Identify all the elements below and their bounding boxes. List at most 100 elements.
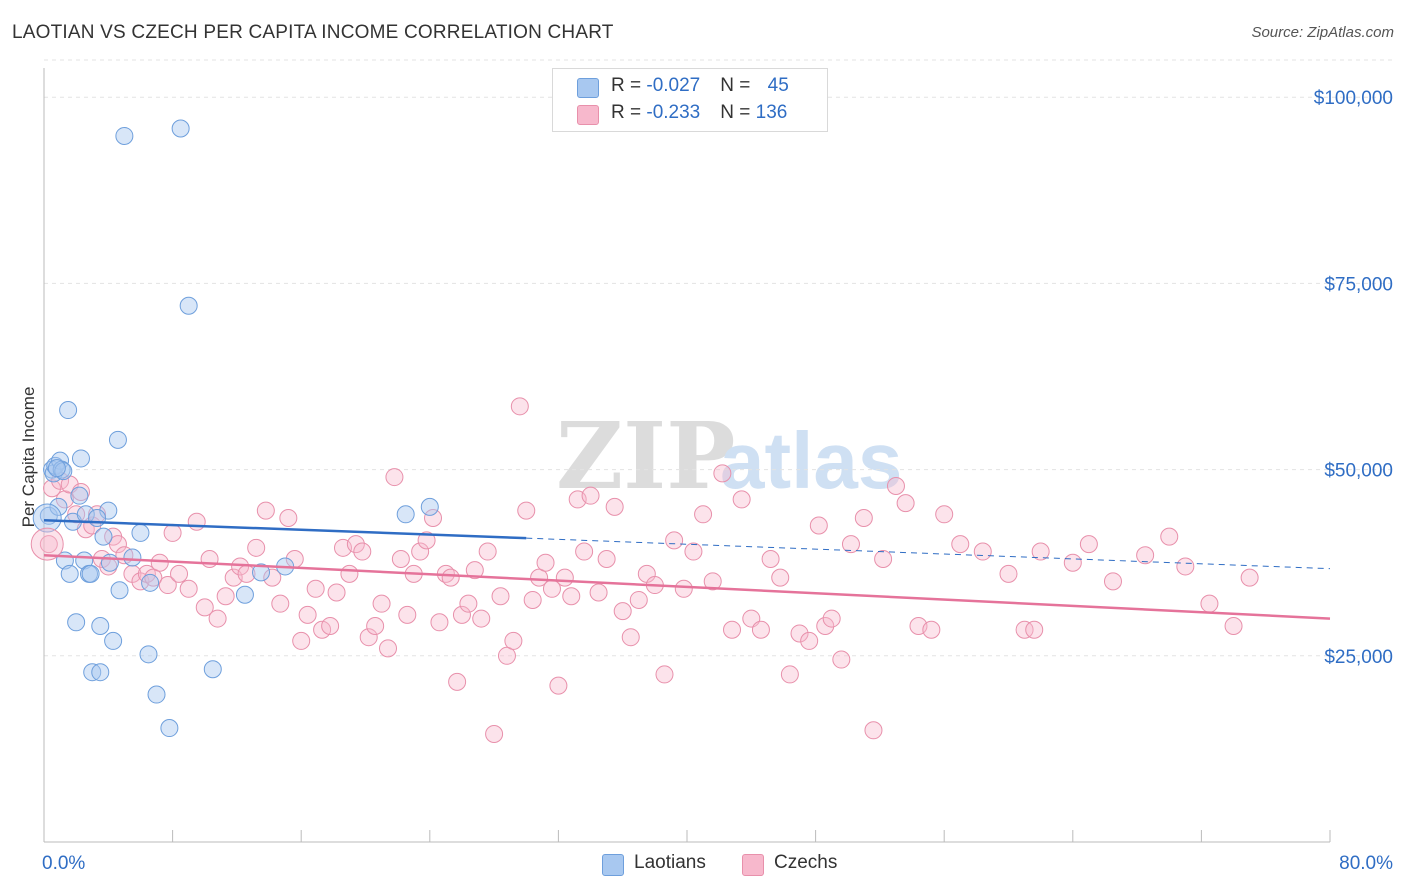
czech-point-65 [465,561,484,580]
czech-point-28 [216,587,235,606]
czech-point-106 [790,624,809,643]
czech-point-66 [472,609,491,628]
czech-point-32 [247,538,266,557]
czech-point-134 [1224,617,1243,636]
czech-point-52 [385,468,404,487]
czech-point-127 [1063,553,1082,572]
laotian-point-19 [91,663,110,682]
czech-point-71 [504,631,523,650]
laotian-point-21 [99,501,118,520]
czech-point-119 [922,620,941,639]
czech-point-114 [864,721,883,740]
czech-point-79 [555,568,574,587]
czech-point-111 [832,650,851,669]
czech-point-110 [822,609,841,628]
czech-point-85 [597,549,616,568]
czech-point-20 [158,576,177,595]
laotian-point-35 [252,563,271,582]
bottom-legend-label-czechs: Czechs [774,852,838,873]
czech-point-18 [144,568,163,587]
czech-point-98 [713,464,732,483]
czech-point-34 [263,568,282,587]
laotian-point-25 [115,126,134,145]
czech-point-53 [391,549,410,568]
czech-point-92 [655,665,674,684]
czech-point-58 [424,509,443,528]
czech-point-96 [694,505,713,524]
czech-point-131 [1160,527,1179,546]
laotian-point-42 [47,459,66,478]
czech-point-102 [751,620,770,639]
czech-point-43 [327,583,346,602]
czech-point-21 [163,523,182,542]
czech-point-47 [353,542,372,561]
correlation-legend: R = -0.027 N = 45 R = -0.233 N = 136 [552,68,828,132]
czech-point-115 [874,549,893,568]
czech-point-45 [340,564,359,583]
czech-point-76 [536,553,555,572]
czech-point-49 [366,617,385,636]
x-tick-label-start: 0.0% [42,853,85,874]
czech-point-46 [346,535,365,554]
czech-point-94 [674,579,693,598]
czech-point-89 [629,590,648,609]
czech-point-108 [809,516,828,535]
czech-point-39 [298,605,317,624]
czech-trend-line [43,554,1331,620]
bottom-legend-swatch-czechs [742,854,764,876]
czech-point-129 [1103,572,1122,591]
czech-point-103 [761,549,780,568]
laotian-point-44 [100,553,119,572]
czech-point-99 [723,620,742,639]
laotian-point-12 [70,486,89,505]
czech-point-36 [279,509,298,528]
czech-point-109 [816,617,835,636]
czech-point-50 [372,594,391,613]
czech-point-63 [452,605,471,624]
czech-point-42 [321,617,340,636]
czech-point-62 [448,672,467,691]
laotian-point-24 [110,581,129,600]
czech-point-84 [589,583,608,602]
czech-point-35 [271,594,290,613]
laotian-point-22 [104,631,123,650]
czech-point-132 [1176,557,1195,576]
czech-point-73 [517,501,536,520]
y-tick-label-3: $100,000 [1314,88,1393,109]
laotian-point-31 [171,119,190,138]
laotian-point-39 [81,564,100,583]
bottom-legend-swatch-laotians [602,854,624,876]
czech-point-128 [1079,535,1098,554]
czech-point-0 [39,535,58,554]
czech-point-116 [886,477,905,496]
laotian-point-4 [49,497,68,516]
czech-point-125 [1025,620,1044,639]
czech-point-67 [478,542,497,561]
czech-point-121 [951,535,970,554]
czech-point-93 [665,531,684,550]
laotian-point-38 [420,497,439,516]
watermark-atlas: atlas [720,416,902,505]
laotian-trend-line-extension [526,537,1331,570]
czech-point-126 [1031,542,1050,561]
czech-point-130 [1136,546,1155,565]
czech-point-105 [780,665,799,684]
czech-point-25 [195,598,214,617]
czech-point-95 [684,542,703,561]
laotian-point-32 [179,296,198,315]
czech-point-123 [999,564,1018,583]
laotian-point-37 [396,505,415,524]
chart-title: LAOTIAN VS CZECH PER CAPITA INCOME CORRE… [12,22,614,43]
czech-point-124 [1015,620,1034,639]
laotian-point-23 [108,430,127,449]
laotian-point-9 [60,564,79,583]
laotian-trend-line [43,519,527,540]
czech-point-57 [417,531,436,550]
czech-point-54 [398,605,417,624]
czech-point-72 [510,397,529,416]
laotian-point-8 [59,401,78,420]
czech-point-74 [523,590,542,609]
czech-point-82 [575,542,594,561]
czech-point-40 [306,579,325,598]
